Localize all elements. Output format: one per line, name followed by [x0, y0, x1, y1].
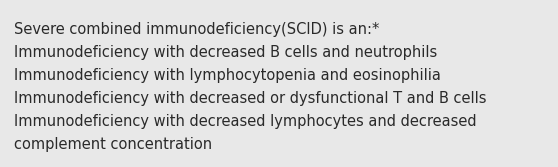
Text: Immunodeficiency with decreased lymphocytes and decreased: Immunodeficiency with decreased lymphocy… — [14, 114, 477, 129]
Text: Severe combined immunodeficiency(SCID) is an:*: Severe combined immunodeficiency(SCID) i… — [14, 22, 379, 37]
Text: Immunodeficiency with decreased or dysfunctional T and B cells: Immunodeficiency with decreased or dysfu… — [14, 91, 487, 106]
Text: Immunodeficiency with decreased B cells and neutrophils: Immunodeficiency with decreased B cells … — [14, 45, 437, 60]
Text: Immunodeficiency with lymphocytopenia and eosinophilia: Immunodeficiency with lymphocytopenia an… — [14, 68, 441, 83]
Text: complement concentration: complement concentration — [14, 137, 212, 152]
